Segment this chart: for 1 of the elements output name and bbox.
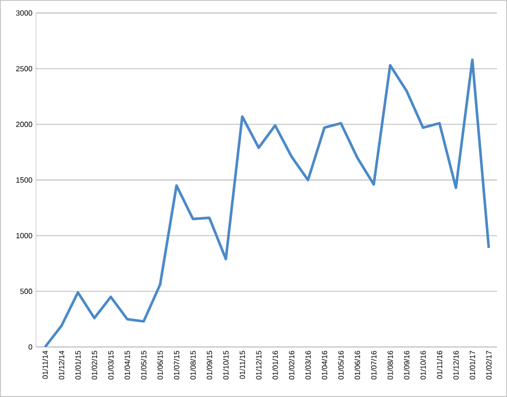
line-series [44,58,490,347]
